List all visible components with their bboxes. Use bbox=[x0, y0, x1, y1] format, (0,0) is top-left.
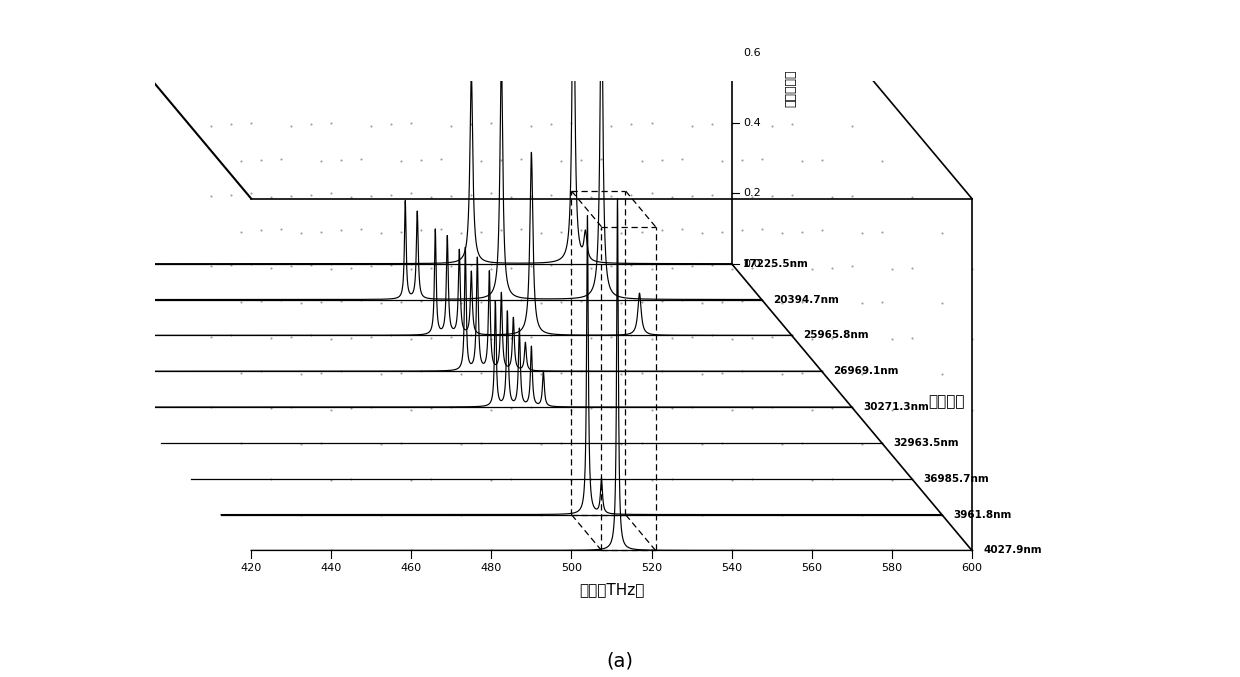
Text: 0.6: 0.6 bbox=[743, 47, 761, 58]
Text: 520: 520 bbox=[641, 563, 662, 573]
Text: 420: 420 bbox=[241, 563, 262, 573]
Text: 580: 580 bbox=[882, 563, 903, 573]
Text: 17225.5nm: 17225.5nm bbox=[743, 259, 808, 269]
Text: 32963.5nm: 32963.5nm bbox=[893, 438, 959, 448]
Text: 3961.8nm: 3961.8nm bbox=[954, 510, 1012, 519]
Text: 36985.7nm: 36985.7nm bbox=[924, 474, 990, 484]
Text: 600: 600 bbox=[961, 563, 982, 573]
Text: 4027.9nm: 4027.9nm bbox=[983, 546, 1042, 555]
Text: 25965.8nm: 25965.8nm bbox=[804, 330, 869, 341]
Text: 26969.1nm: 26969.1nm bbox=[833, 366, 899, 376]
Text: 频率（THz）: 频率（THz） bbox=[579, 582, 644, 596]
Text: 20394.7nm: 20394.7nm bbox=[774, 294, 839, 305]
Text: (a): (a) bbox=[606, 651, 634, 670]
Text: 0.0: 0.0 bbox=[743, 259, 761, 269]
Text: 460: 460 bbox=[401, 563, 422, 573]
Text: 归一化强度: 归一化强度 bbox=[785, 69, 797, 106]
Text: 560: 560 bbox=[801, 563, 822, 573]
Text: 500: 500 bbox=[560, 563, 582, 573]
Text: 480: 480 bbox=[481, 563, 502, 573]
Text: 30271.3nm: 30271.3nm bbox=[863, 402, 929, 412]
Text: 0.2: 0.2 bbox=[743, 188, 761, 198]
Text: 0.4: 0.4 bbox=[743, 118, 761, 128]
Text: 540: 540 bbox=[720, 563, 743, 573]
Text: 结构间隔: 结构间隔 bbox=[929, 394, 965, 410]
Text: 440: 440 bbox=[321, 563, 342, 573]
